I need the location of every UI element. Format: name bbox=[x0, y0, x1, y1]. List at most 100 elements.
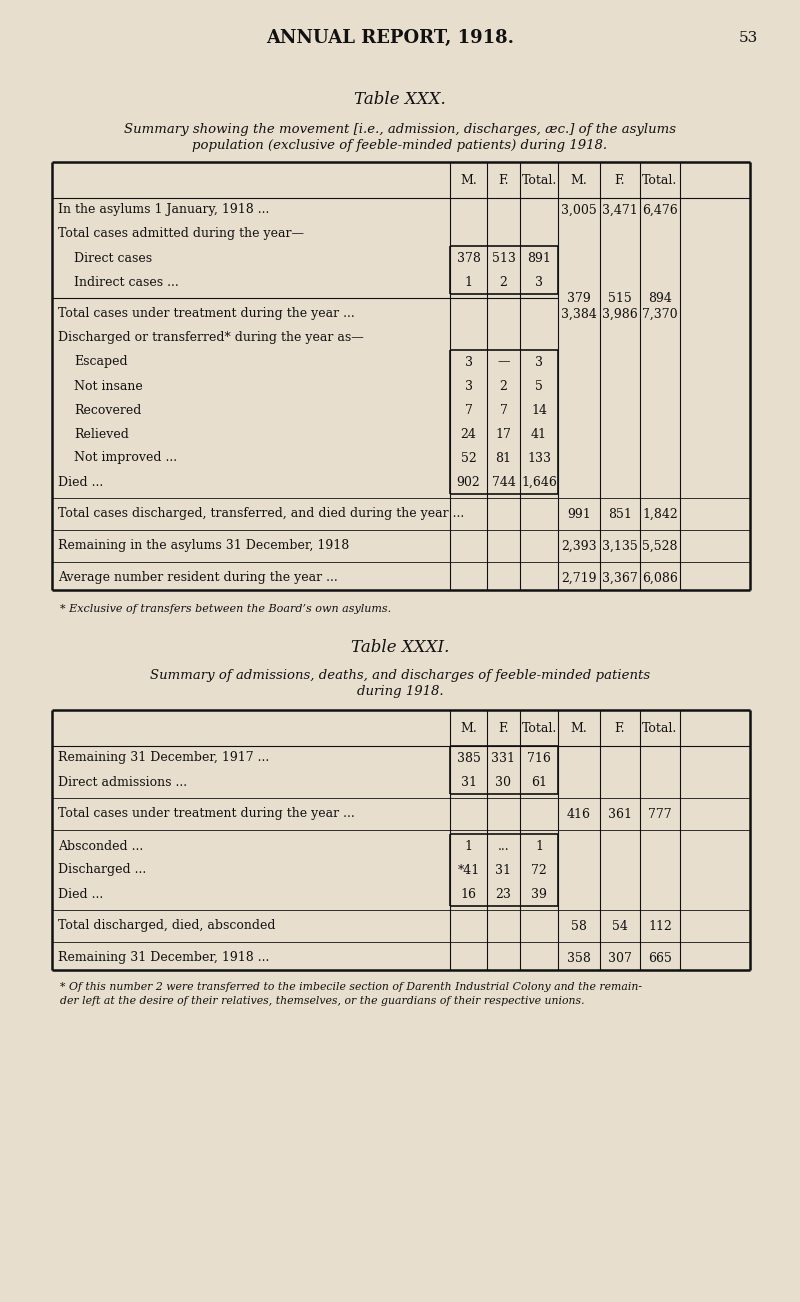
Text: Indirect cases ...: Indirect cases ... bbox=[74, 276, 178, 289]
Text: Absconded ...: Absconded ... bbox=[58, 840, 143, 853]
Text: 665: 665 bbox=[648, 952, 672, 965]
Text: Summary of admissions, deaths, and discharges of feeble-minded patients: Summary of admissions, deaths, and disch… bbox=[150, 669, 650, 682]
Text: 513: 513 bbox=[491, 251, 515, 264]
Text: 385: 385 bbox=[457, 751, 481, 764]
Text: 72: 72 bbox=[531, 863, 547, 876]
Text: F.: F. bbox=[614, 173, 626, 186]
Text: 515: 515 bbox=[608, 292, 632, 305]
Text: 53: 53 bbox=[738, 31, 758, 46]
Text: Total.: Total. bbox=[642, 173, 678, 186]
Text: 3,471: 3,471 bbox=[602, 203, 638, 216]
Text: during 1918.: during 1918. bbox=[357, 685, 443, 698]
Text: Total cases under treatment during the year ...: Total cases under treatment during the y… bbox=[58, 807, 354, 820]
Text: ANNUAL REPORT, 1918.: ANNUAL REPORT, 1918. bbox=[266, 29, 514, 47]
Text: 2: 2 bbox=[499, 276, 507, 289]
Text: M.: M. bbox=[570, 173, 587, 186]
Text: population (exclusive of feeble-minded patients) during 1918.: population (exclusive of feeble-minded p… bbox=[193, 139, 607, 152]
Text: Table XXX.: Table XXX. bbox=[354, 91, 446, 108]
Text: 6,086: 6,086 bbox=[642, 572, 678, 585]
Text: Discharged ...: Discharged ... bbox=[58, 863, 146, 876]
Text: M.: M. bbox=[570, 721, 587, 734]
Text: F.: F. bbox=[498, 721, 509, 734]
Text: 1: 1 bbox=[535, 840, 543, 853]
Text: 3,986: 3,986 bbox=[602, 307, 638, 320]
Text: 331: 331 bbox=[491, 751, 515, 764]
Text: Total.: Total. bbox=[642, 721, 678, 734]
Text: Remaining 31 December, 1918 ...: Remaining 31 December, 1918 ... bbox=[58, 952, 270, 965]
Text: Died ...: Died ... bbox=[58, 475, 103, 488]
Text: 7: 7 bbox=[465, 404, 473, 417]
Text: * Exclusive of transfers between the Board’s own asylums.: * Exclusive of transfers between the Boa… bbox=[60, 604, 391, 615]
Text: Direct cases: Direct cases bbox=[74, 251, 152, 264]
Text: Average number resident during the year ...: Average number resident during the year … bbox=[58, 572, 338, 585]
Text: Escaped: Escaped bbox=[74, 355, 128, 368]
Text: 1,842: 1,842 bbox=[642, 508, 678, 521]
Text: Remaining in the asylums 31 December, 1918: Remaining in the asylums 31 December, 19… bbox=[58, 539, 350, 552]
Text: der left at the desire of their relatives, themselves, or the guardians of their: der left at the desire of their relative… bbox=[60, 996, 585, 1006]
Text: 894: 894 bbox=[648, 292, 672, 305]
Text: 3,005: 3,005 bbox=[561, 203, 597, 216]
Text: Not improved ...: Not improved ... bbox=[74, 452, 177, 465]
Text: 3: 3 bbox=[465, 355, 473, 368]
Text: Total cases admitted during the year—: Total cases admitted during the year— bbox=[58, 228, 304, 241]
Text: 1: 1 bbox=[465, 840, 473, 853]
Text: 58: 58 bbox=[571, 919, 587, 932]
Text: F.: F. bbox=[614, 721, 626, 734]
Text: 39: 39 bbox=[531, 888, 547, 901]
Text: Total cases discharged, transferred, and died during the year ...: Total cases discharged, transferred, and… bbox=[58, 508, 464, 521]
Text: 891: 891 bbox=[527, 251, 551, 264]
Text: Table XXXI.: Table XXXI. bbox=[351, 639, 449, 656]
Text: 3,384: 3,384 bbox=[561, 307, 597, 320]
Text: —: — bbox=[498, 355, 510, 368]
Text: Total discharged, died, absconded: Total discharged, died, absconded bbox=[58, 919, 275, 932]
Text: 307: 307 bbox=[608, 952, 632, 965]
Text: 23: 23 bbox=[495, 888, 511, 901]
Text: Remaining 31 December, 1917 ...: Remaining 31 December, 1917 ... bbox=[58, 751, 270, 764]
Text: 24: 24 bbox=[461, 427, 477, 440]
Text: 112: 112 bbox=[648, 919, 672, 932]
Text: M.: M. bbox=[460, 173, 477, 186]
Text: 6,476: 6,476 bbox=[642, 203, 678, 216]
Text: 3: 3 bbox=[465, 379, 473, 392]
Text: 991: 991 bbox=[567, 508, 591, 521]
Text: ...: ... bbox=[498, 840, 510, 853]
Text: 5: 5 bbox=[535, 379, 543, 392]
Text: 61: 61 bbox=[531, 776, 547, 789]
Text: 2,719: 2,719 bbox=[562, 572, 597, 585]
Text: 3: 3 bbox=[535, 276, 543, 289]
Text: 777: 777 bbox=[648, 807, 672, 820]
Text: 30: 30 bbox=[495, 776, 511, 789]
Text: *41: *41 bbox=[458, 863, 480, 876]
Text: M.: M. bbox=[460, 721, 477, 734]
Text: 54: 54 bbox=[612, 919, 628, 932]
Text: 744: 744 bbox=[491, 475, 515, 488]
Text: 2,393: 2,393 bbox=[561, 539, 597, 552]
Text: Total cases under treatment during the year ...: Total cases under treatment during the y… bbox=[58, 307, 354, 320]
Text: 716: 716 bbox=[527, 751, 551, 764]
Text: 358: 358 bbox=[567, 952, 591, 965]
Text: 7: 7 bbox=[499, 404, 507, 417]
Text: Total.: Total. bbox=[522, 721, 557, 734]
Text: 14: 14 bbox=[531, 404, 547, 417]
Text: 851: 851 bbox=[608, 508, 632, 521]
Text: 1,646: 1,646 bbox=[521, 475, 557, 488]
Text: 361: 361 bbox=[608, 807, 632, 820]
Text: Summary showing the movement [i.e., admission, discharges, æc.] of the asylums: Summary showing the movement [i.e., admi… bbox=[124, 124, 676, 137]
Text: 5,528: 5,528 bbox=[642, 539, 678, 552]
Text: 133: 133 bbox=[527, 452, 551, 465]
Text: In the asylums 1 January, 1918 ...: In the asylums 1 January, 1918 ... bbox=[58, 203, 270, 216]
Text: 16: 16 bbox=[461, 888, 477, 901]
Text: 1: 1 bbox=[465, 276, 473, 289]
Text: Relieved: Relieved bbox=[74, 427, 129, 440]
Text: 3,367: 3,367 bbox=[602, 572, 638, 585]
Text: 416: 416 bbox=[567, 807, 591, 820]
Text: 902: 902 bbox=[457, 475, 480, 488]
Text: 31: 31 bbox=[461, 776, 477, 789]
Text: Not insane: Not insane bbox=[74, 379, 142, 392]
Text: 81: 81 bbox=[495, 452, 511, 465]
Text: F.: F. bbox=[498, 173, 509, 186]
Text: Recovered: Recovered bbox=[74, 404, 142, 417]
Text: Discharged or transferred* during the year as—: Discharged or transferred* during the ye… bbox=[58, 332, 364, 345]
Text: 31: 31 bbox=[495, 863, 511, 876]
Text: Total.: Total. bbox=[522, 173, 557, 186]
